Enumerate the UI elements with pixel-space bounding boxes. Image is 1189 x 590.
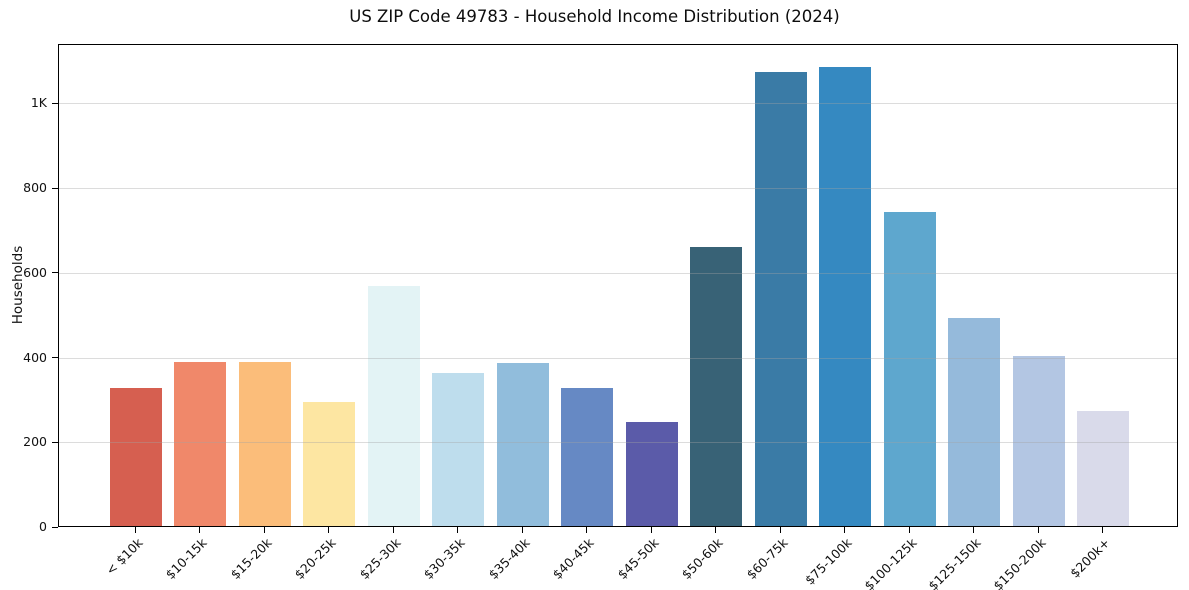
gridline xyxy=(59,103,1177,105)
x-tick-mark xyxy=(328,527,330,533)
bar-13 xyxy=(883,212,936,526)
x-tick-mark xyxy=(779,527,781,533)
x-tick-label-text: $15-20k xyxy=(227,535,275,583)
plot-area xyxy=(58,44,1178,527)
bar-6 xyxy=(432,373,485,526)
bar-14 xyxy=(948,318,1001,526)
x-tick-label: < $10k xyxy=(29,535,146,590)
bar-1 xyxy=(110,388,162,526)
x-tick-label-text: $25-30k xyxy=(356,535,404,583)
bar-3 xyxy=(238,362,291,526)
x-tick-label-text: $35-40k xyxy=(485,535,533,583)
x-tick-label-text: $45-50k xyxy=(614,535,662,583)
x-tick-label-text: $60-75k xyxy=(743,535,791,583)
y-tick-label: 600 xyxy=(23,264,47,280)
y-tick-mark xyxy=(52,441,58,443)
x-tick-mark xyxy=(586,527,588,533)
bar-15 xyxy=(1012,356,1065,526)
x-tick-label-text: $50-60k xyxy=(678,535,726,583)
x-tick-mark xyxy=(457,527,459,533)
y-tick-label: 200 xyxy=(23,434,47,450)
x-tick-mark xyxy=(1037,527,1039,533)
x-tick-label-text: $100-125k xyxy=(860,535,920,590)
x-tick-label-text: $150-200k xyxy=(989,535,1049,590)
chart-title: US ZIP Code 49783 - Household Income Dis… xyxy=(349,7,840,26)
y-tick-mark xyxy=(52,102,58,104)
gridline xyxy=(59,272,1177,274)
x-tick-mark xyxy=(844,527,846,533)
y-tick-mark xyxy=(52,357,58,359)
x-tick-mark xyxy=(973,527,975,533)
bar-16 xyxy=(1077,410,1129,526)
x-tick-mark xyxy=(1102,527,1103,533)
gridline xyxy=(59,442,1177,444)
x-tick-label-text: $30-35k xyxy=(420,535,468,583)
y-tick-label: 800 xyxy=(23,180,47,196)
bar-2 xyxy=(174,362,227,526)
x-tick-label-text: $75-100k xyxy=(802,535,855,588)
bar-8 xyxy=(561,387,614,526)
gridline xyxy=(59,188,1177,190)
x-tick-mark xyxy=(199,527,201,533)
y-tick-mark xyxy=(52,187,58,189)
x-tick-mark xyxy=(521,527,523,533)
x-tick-mark xyxy=(263,527,265,533)
bar-5 xyxy=(367,286,420,526)
bar-7 xyxy=(496,363,549,526)
x-tick-label-text: $125-150k xyxy=(925,535,984,590)
y-tick-label: 0 xyxy=(39,519,47,534)
x-tick-label-text: $10-15k xyxy=(163,535,211,583)
x-tick-mark xyxy=(392,527,394,533)
x-tick-mark xyxy=(908,527,910,533)
bar-10 xyxy=(690,247,743,526)
bar-12 xyxy=(819,67,872,526)
gridline xyxy=(59,357,1177,359)
x-tick-label-text: $200k+ xyxy=(1066,535,1113,581)
y-tick-mark xyxy=(52,272,58,274)
x-tick-mark xyxy=(650,527,652,533)
y-tick-mark xyxy=(52,526,58,528)
bar-11 xyxy=(754,71,807,526)
y-tick-label: 1K xyxy=(30,95,47,111)
y-tick-label: 400 xyxy=(23,349,47,365)
bar-9 xyxy=(625,422,678,526)
x-tick-mark xyxy=(135,527,136,533)
x-tick-mark xyxy=(715,527,717,533)
y-axis-label: Households xyxy=(10,245,26,325)
x-tick-label-text: < $10k xyxy=(102,535,146,578)
bar-4 xyxy=(303,402,356,526)
x-tick-label-text: $20-25k xyxy=(291,535,339,583)
x-tick-label-text: $40-45k xyxy=(549,535,597,583)
